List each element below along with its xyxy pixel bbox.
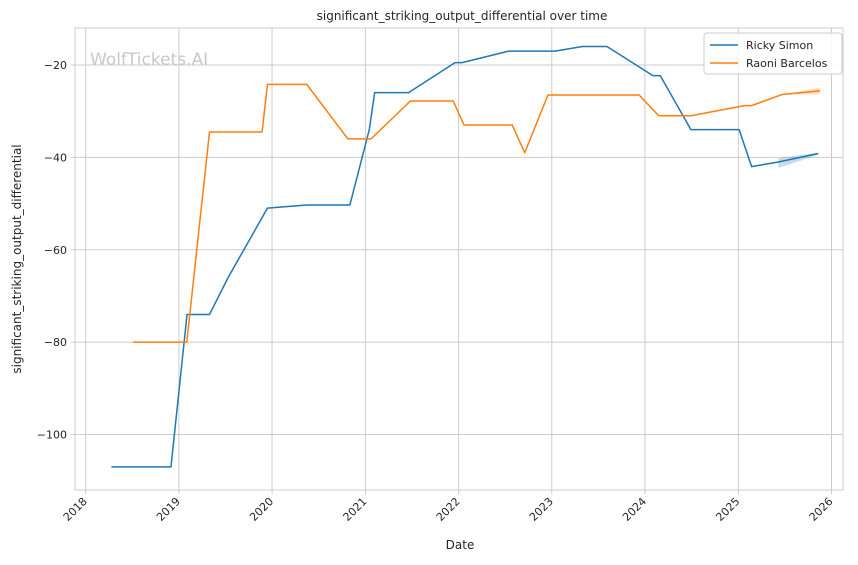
y-tick-label: −80 bbox=[44, 336, 67, 349]
watermark-text: WolfTickets.AI bbox=[90, 50, 208, 70]
legend-label-ricky-simon: Ricky Simon bbox=[746, 39, 813, 52]
chart-title: significant_striking_output_differential… bbox=[317, 9, 608, 23]
legend-label-raoni-barcelos: Raoni Barcelos bbox=[746, 57, 828, 70]
y-tick-label: −100 bbox=[37, 429, 67, 442]
legend-box bbox=[703, 32, 843, 75]
x-axis-label: Date bbox=[446, 538, 475, 552]
series-line-raoni-barcelos bbox=[132, 83, 821, 343]
grid-lines bbox=[75, 28, 843, 490]
series-line-ricky-simon bbox=[111, 45, 819, 468]
confidence-bands bbox=[778, 87, 820, 168]
y-tick-label: −20 bbox=[44, 59, 67, 72]
y-axis-label: significant_striking_output_differential bbox=[10, 144, 24, 373]
y-tick-label: −60 bbox=[44, 244, 67, 257]
y-tick-label: −40 bbox=[44, 151, 67, 164]
series-lines bbox=[111, 45, 821, 468]
y-axis-ticks: −100 −80 −60 −40 −20 bbox=[37, 59, 75, 442]
band-raoni-barcelos bbox=[781, 87, 820, 95]
band-ricky-simon bbox=[778, 152, 818, 168]
legend: Ricky Simon Raoni Barcelos bbox=[703, 32, 843, 75]
